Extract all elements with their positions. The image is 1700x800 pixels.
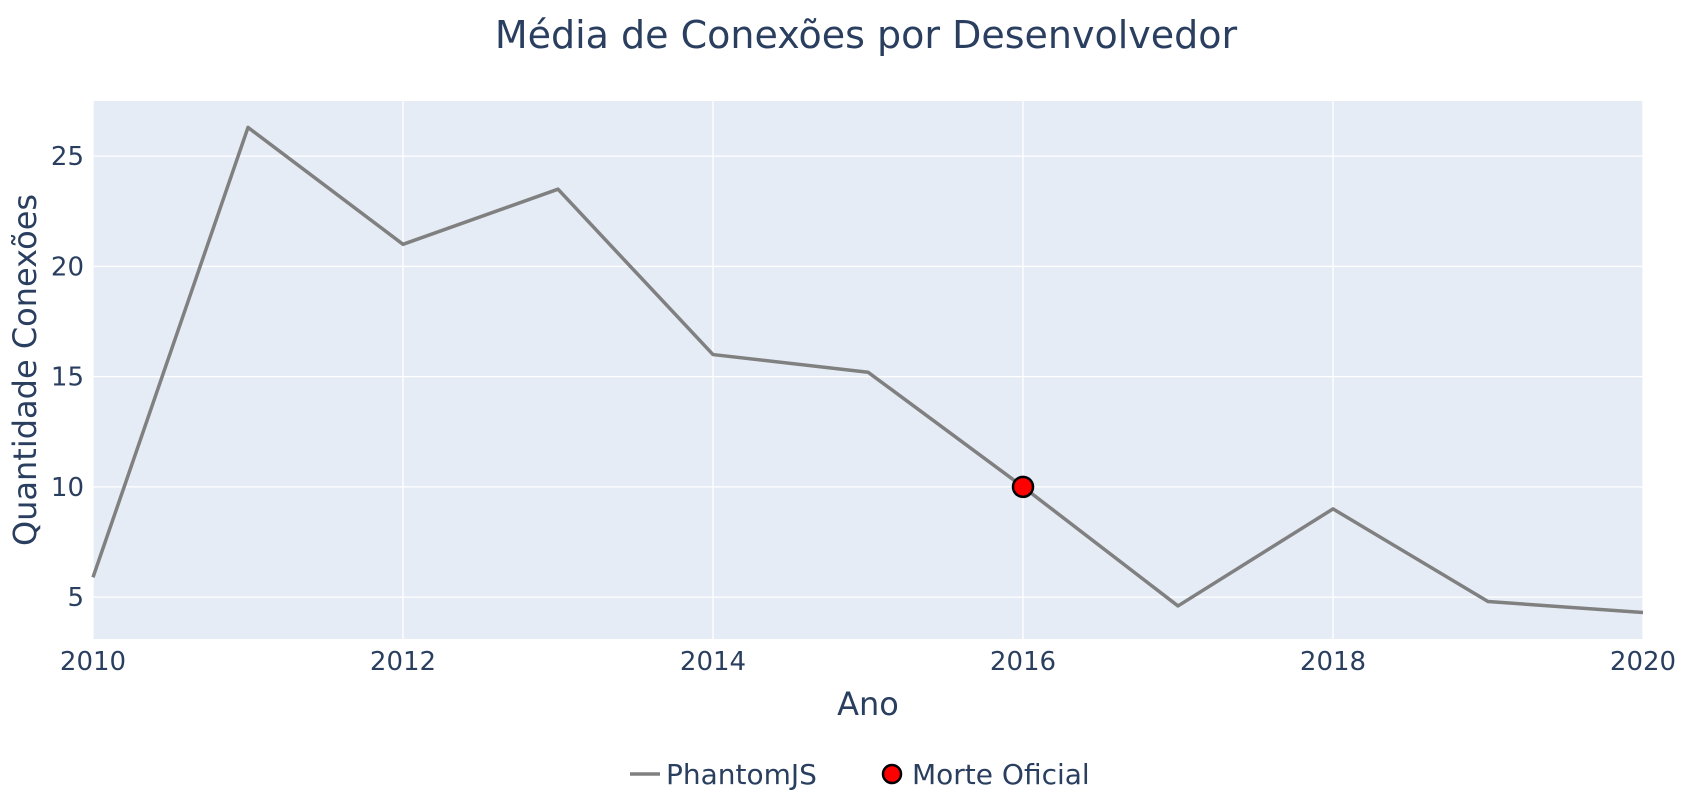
gridlines [92,101,1644,639]
x-tick-label: 2020 [1610,647,1676,677]
x-tick-label: 2016 [990,647,1056,677]
y-tick-label: 15 [51,363,84,393]
y-tick-label: 20 [51,252,84,282]
series-layer [91,125,1644,615]
x-tick-label: 2014 [680,647,746,677]
legend[interactable]: PhantomJS Morte Oficial [630,758,1090,791]
chart-title: Média de Conexões por Desenvolvedor [495,13,1238,57]
legend-label-morte-oficial: Morte Oficial [912,758,1090,791]
x-tick-label: 2012 [370,647,436,677]
legend-label-phantomjs: PhantomJS [666,758,817,791]
legend-marker-swatch [881,763,903,785]
y-tick-label: 5 [67,583,84,613]
data-point-morte-oficial[interactable] [1011,475,1035,499]
plot-area [93,101,1643,639]
x-tick-label: 2018 [1300,647,1366,677]
x-axis-ticks: 2010 2012 2014 2016 2018 2020 [60,647,1676,677]
y-axis-ticks: 5 10 15 20 25 [51,142,84,613]
y-tick-label: 10 [51,473,84,503]
series-line-phantomjs [91,125,1644,615]
x-tick-label: 2010 [60,647,126,677]
legend-item-phantomjs[interactable]: PhantomJS [630,758,817,791]
legend-item-morte-oficial[interactable]: Morte Oficial [881,758,1090,791]
y-tick-label: 25 [51,142,84,172]
y-axis-title: Quantidade Conexões [6,194,44,546]
x-axis-title: Ano [837,685,899,723]
